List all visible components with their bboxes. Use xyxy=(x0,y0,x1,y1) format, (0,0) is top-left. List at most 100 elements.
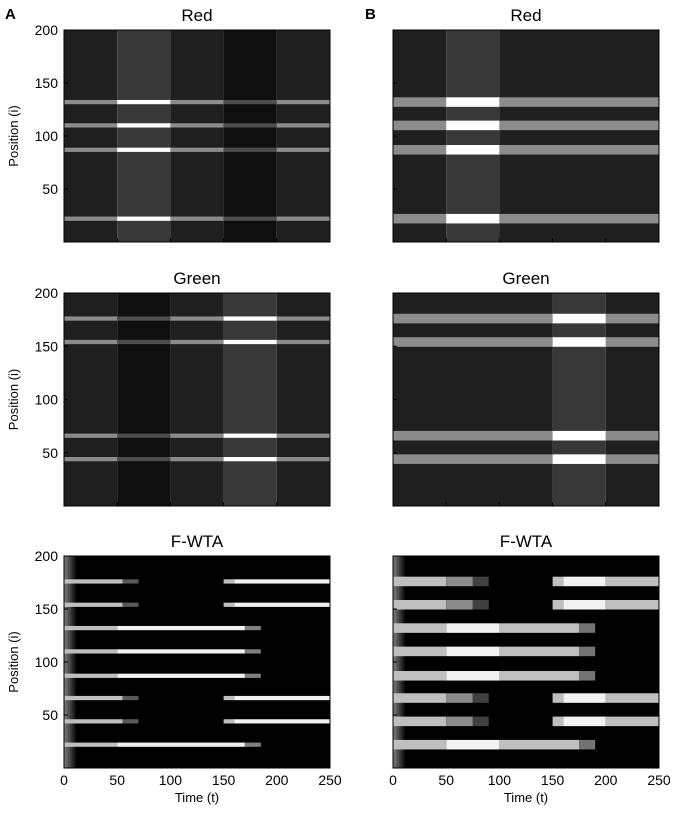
stripe-cell xyxy=(64,625,118,631)
heatmap-panel: F-WTA 0 50 100 150 200 250 Time (t) xyxy=(389,532,671,805)
stripe-cell xyxy=(170,316,224,321)
stripe-cell xyxy=(552,576,564,587)
y-axis-label: Position (i) xyxy=(6,105,21,166)
stripe-cell xyxy=(64,123,118,128)
y-tick-label: 150 xyxy=(35,75,59,91)
stripe-cell xyxy=(499,145,659,155)
background-cell xyxy=(393,293,553,506)
stripe-cell xyxy=(122,602,139,607)
stripe-cell xyxy=(499,213,659,224)
heatmap-panels: Red 50 100 150 200 Position (i) Red Green 50 100 1… xyxy=(6,6,671,805)
y-tick-label: 50 xyxy=(42,445,58,461)
stripe-cell xyxy=(605,430,659,441)
background-cell xyxy=(64,30,118,242)
stripe-cell xyxy=(499,646,580,657)
stripe-cell xyxy=(276,99,330,105)
stripe-cell xyxy=(122,719,139,724)
stripe-cell xyxy=(122,695,139,701)
stripe-cell xyxy=(393,430,553,441)
heatmap-panel: F-WTA 50 100 150 200 0 50 100 150 200 250 Position … xyxy=(6,532,342,805)
stripe-cell xyxy=(552,337,606,347)
y-tick-label: 150 xyxy=(35,338,59,354)
stripe-cell xyxy=(393,213,447,224)
stripe-cell xyxy=(122,579,139,584)
panel-title: Red xyxy=(181,6,212,25)
stripe-cell xyxy=(446,97,500,107)
x-tick-label: 250 xyxy=(318,772,342,788)
stripe-cell xyxy=(563,576,606,587)
y-tick-label: 200 xyxy=(35,285,59,301)
stripe-cell xyxy=(472,599,489,610)
x-tick-label: 0 xyxy=(60,772,68,788)
stripe-cell xyxy=(499,623,580,633)
stripe-cell xyxy=(552,693,564,703)
stripe-cell xyxy=(170,147,224,152)
stripe-cell xyxy=(605,313,659,324)
stripe-cell xyxy=(393,599,447,610)
x-tick-label: 150 xyxy=(541,772,565,788)
y-axis-label: Position (i) xyxy=(6,369,21,430)
stripe-cell xyxy=(223,433,277,438)
stripe-cell xyxy=(472,576,489,587)
y-tick-label: 150 xyxy=(35,601,59,617)
stripe-cell xyxy=(64,695,123,701)
heatmap-panel: Green xyxy=(392,269,660,507)
stripe-cell xyxy=(170,433,224,438)
stripe-cell xyxy=(605,576,659,587)
stripe-cell xyxy=(117,147,171,152)
stripe-cell xyxy=(472,693,489,703)
stripe-cell xyxy=(234,719,330,724)
stripe-cell xyxy=(117,649,245,654)
stripe-cell xyxy=(446,120,500,131)
background-cell xyxy=(499,30,659,242)
stripe-cell xyxy=(499,739,580,750)
x-tick-label: 50 xyxy=(438,772,454,788)
stripe-cell xyxy=(446,693,473,703)
stripe-cell xyxy=(170,339,224,345)
stripe-cell xyxy=(393,97,447,107)
stripe-cell xyxy=(223,216,277,221)
background-cell xyxy=(446,30,500,242)
stripe-cell xyxy=(244,742,261,747)
stripe-cell xyxy=(223,339,277,345)
stripe-cell xyxy=(276,339,330,345)
stripe-cell xyxy=(64,216,118,221)
stripe-cell xyxy=(552,454,606,464)
background-cell xyxy=(64,556,330,768)
stripe-cell xyxy=(605,337,659,347)
stripe-cell xyxy=(605,693,659,703)
stripe-cell xyxy=(552,313,606,324)
x-tick-label: 0 xyxy=(389,772,397,788)
stripe-cell xyxy=(276,316,330,321)
y-tick-label: 50 xyxy=(42,181,58,197)
stripe-cell xyxy=(579,739,596,750)
stripe-cell xyxy=(446,716,473,727)
panel-title: F-WTA xyxy=(171,532,224,551)
stripe-cell xyxy=(170,99,224,105)
background-cell xyxy=(276,30,330,242)
y-tick-label: 200 xyxy=(35,548,59,564)
stripe-cell xyxy=(223,123,277,128)
y-tick-label: 200 xyxy=(35,22,59,38)
stripe-cell xyxy=(64,602,123,607)
stripe-cell xyxy=(393,623,447,633)
background-cell xyxy=(117,293,171,506)
stripe-cell xyxy=(64,649,118,654)
panel-title: Red xyxy=(510,6,541,25)
heatmap-panel: Red 50 100 150 200 Position (i) xyxy=(6,6,331,243)
background-cell xyxy=(117,30,171,242)
background-cell xyxy=(393,556,659,768)
stripe-cell xyxy=(64,457,118,462)
stripe-cell xyxy=(446,671,500,681)
x-tick-label: 150 xyxy=(212,772,236,788)
stripe-cell xyxy=(276,457,330,462)
stripe-cell xyxy=(64,579,123,584)
background-cell xyxy=(605,293,659,506)
panel-title: F-WTA xyxy=(500,532,553,551)
y-axis-label: Position (i) xyxy=(6,631,21,692)
stripe-cell xyxy=(552,716,564,727)
stripe-cell xyxy=(117,673,245,678)
stripe-cell xyxy=(64,719,123,724)
y-tick-label: 100 xyxy=(35,654,59,670)
stripe-cell xyxy=(563,716,606,727)
